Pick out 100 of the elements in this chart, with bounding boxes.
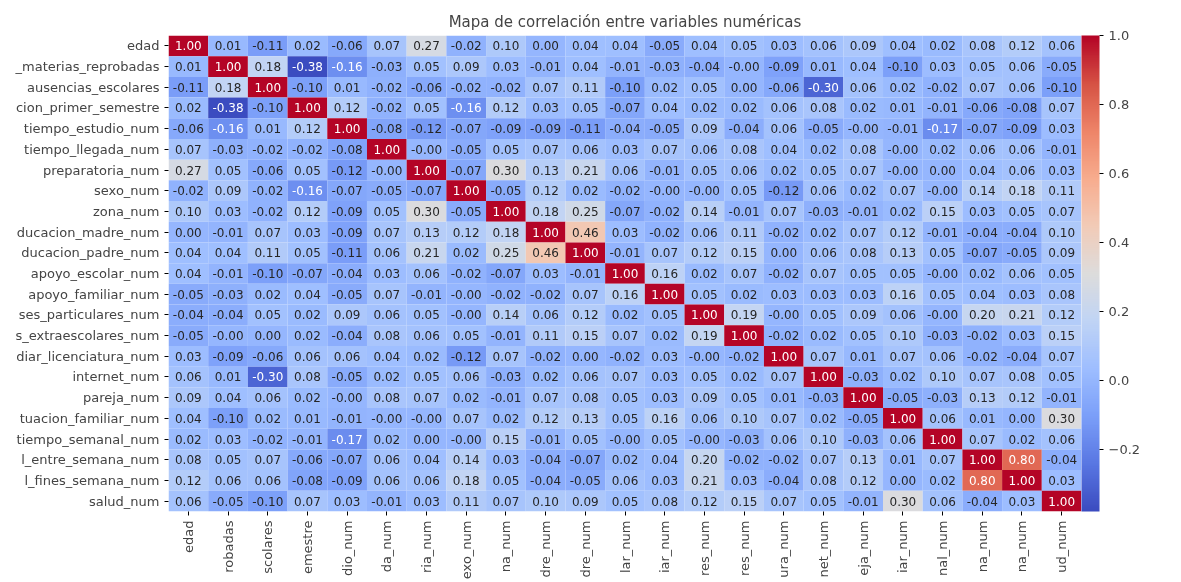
data-label: 1.00 [929, 432, 956, 447]
data-label: 0.19 [730, 308, 758, 323]
data-label: 0.05 [492, 142, 520, 157]
data-label: 0.07 [174, 142, 202, 157]
data-label: 0.06 [373, 308, 401, 323]
data-label: 0.04 [294, 287, 321, 302]
data-label: -0.02 [609, 184, 641, 199]
data-label: 0.07 [770, 411, 798, 426]
data-label: -0.07 [450, 163, 482, 178]
data-label: 0.02 [929, 473, 956, 488]
data-label: 0.03 [413, 494, 440, 509]
data-label: 0.07 [254, 453, 282, 468]
data-label: 0.03 [532, 101, 559, 116]
data-label: 0.09 [1048, 246, 1076, 261]
data-label: -0.02 [768, 267, 800, 281]
data-label: 0.06 [1008, 267, 1036, 281]
data-label: 1.00 [651, 287, 679, 302]
data-label: 0.05 [889, 267, 917, 281]
data-label: 0.01 [214, 39, 242, 54]
data-label: -0.10 [1046, 80, 1078, 95]
data-label: 0.11 [571, 80, 599, 95]
data-label: -0.04 [530, 473, 562, 488]
data-label: 0.01 [333, 80, 361, 95]
data-label: 0.02 [532, 370, 559, 385]
data-label: 0.15 [1048, 329, 1076, 344]
data-label: -0.01 [530, 60, 562, 75]
x-tick-label: ud_num [1054, 520, 1070, 573]
color-bar-label: 1.0 [1108, 28, 1130, 43]
data-label: 0.03 [849, 287, 877, 302]
data-label: -0.02 [291, 142, 323, 157]
data-label: 0.46 [571, 225, 599, 240]
data-label: 0.02 [413, 349, 440, 364]
data-label: 0.06 [571, 142, 599, 157]
data-label: 0.03 [492, 60, 520, 75]
y-tick-label: tiempo_llegada_num [24, 141, 160, 157]
data-label: 0.05 [651, 432, 679, 447]
data-label: 0.05 [413, 370, 440, 385]
data-label: -0.16 [291, 184, 323, 199]
data-label: 0.07 [651, 142, 679, 157]
data-label: -0.06 [252, 163, 284, 178]
data-label: 0.02 [730, 287, 758, 302]
data-label: 1.00 [968, 453, 996, 468]
data-label: 0.15 [571, 329, 599, 344]
data-label: -0.01 [1046, 142, 1078, 157]
data-label: 0.01 [254, 122, 282, 137]
data-label: 0.02 [254, 411, 282, 426]
data-label: 0.11 [254, 246, 282, 261]
data-label: 0.11 [452, 494, 480, 509]
color-bar-label: 0.2 [1108, 303, 1130, 319]
data-label: -0.03 [649, 60, 681, 75]
data-label: 0.06 [691, 142, 718, 157]
data-label: -0.02 [649, 204, 681, 219]
data-label: 0.12 [889, 225, 917, 240]
data-label: -0.05 [172, 329, 204, 344]
color-bar-label: 0.0 [1108, 372, 1130, 388]
data-label: -0.06 [252, 349, 284, 364]
data-label: -0.00 [411, 142, 443, 157]
data-label: 0.06 [770, 122, 798, 137]
data-label: 0.04 [571, 60, 599, 75]
data-label: 0.04 [214, 391, 242, 406]
x-tick-label: edad [180, 520, 196, 553]
data-label: 0.03 [1048, 163, 1076, 178]
data-label: 0.01 [770, 391, 798, 406]
data-label: -0.00 [688, 432, 720, 447]
data-label: -0.16 [212, 122, 244, 137]
data-label: -0.05 [450, 142, 482, 157]
data-label: 0.04 [611, 39, 639, 54]
data-label: 0.02 [770, 163, 798, 178]
data-label: 0.05 [929, 246, 956, 261]
data-label: 0.02 [889, 80, 917, 95]
data-label: -0.04 [212, 308, 244, 323]
data-label: 0.19 [691, 329, 718, 344]
data-label: 0.18 [1008, 184, 1036, 199]
data-label: 0.06 [849, 80, 877, 95]
data-label: 0.12 [532, 184, 559, 199]
data-label: 0.01 [174, 60, 202, 75]
data-label: -0.04 [768, 473, 800, 488]
color-bar-label: −0.2 [1108, 441, 1141, 457]
y-tick-label: l_fines_semana_num [24, 472, 160, 488]
data-label: 0.02 [174, 101, 202, 116]
data-label: -0.06 [411, 80, 443, 95]
x-tick-label: iar_num [657, 520, 673, 574]
data-label: -0.05 [450, 204, 482, 219]
y-tick-label: ducacion_padre_num [21, 245, 160, 261]
data-label: -0.01 [411, 287, 443, 302]
data-label: 0.05 [810, 308, 837, 323]
data-label: 0.01 [889, 453, 917, 468]
x-tick-label: robadas [220, 520, 236, 573]
data-label: 0.05 [611, 411, 639, 426]
data-label: -0.00 [371, 411, 403, 426]
data-label: 0.06 [929, 494, 956, 509]
data-label: -0.02 [927, 80, 959, 95]
x-tick-label: na_num [974, 520, 990, 573]
data-label: 0.07 [810, 453, 837, 468]
color-bar-label: 0.4 [1108, 234, 1130, 250]
data-label: 0.02 [452, 246, 480, 261]
data-label: 0.06 [373, 246, 401, 261]
data-label: 0.18 [532, 204, 559, 219]
data-label: -0.02 [609, 349, 641, 364]
data-label: 0.07 [730, 267, 758, 281]
